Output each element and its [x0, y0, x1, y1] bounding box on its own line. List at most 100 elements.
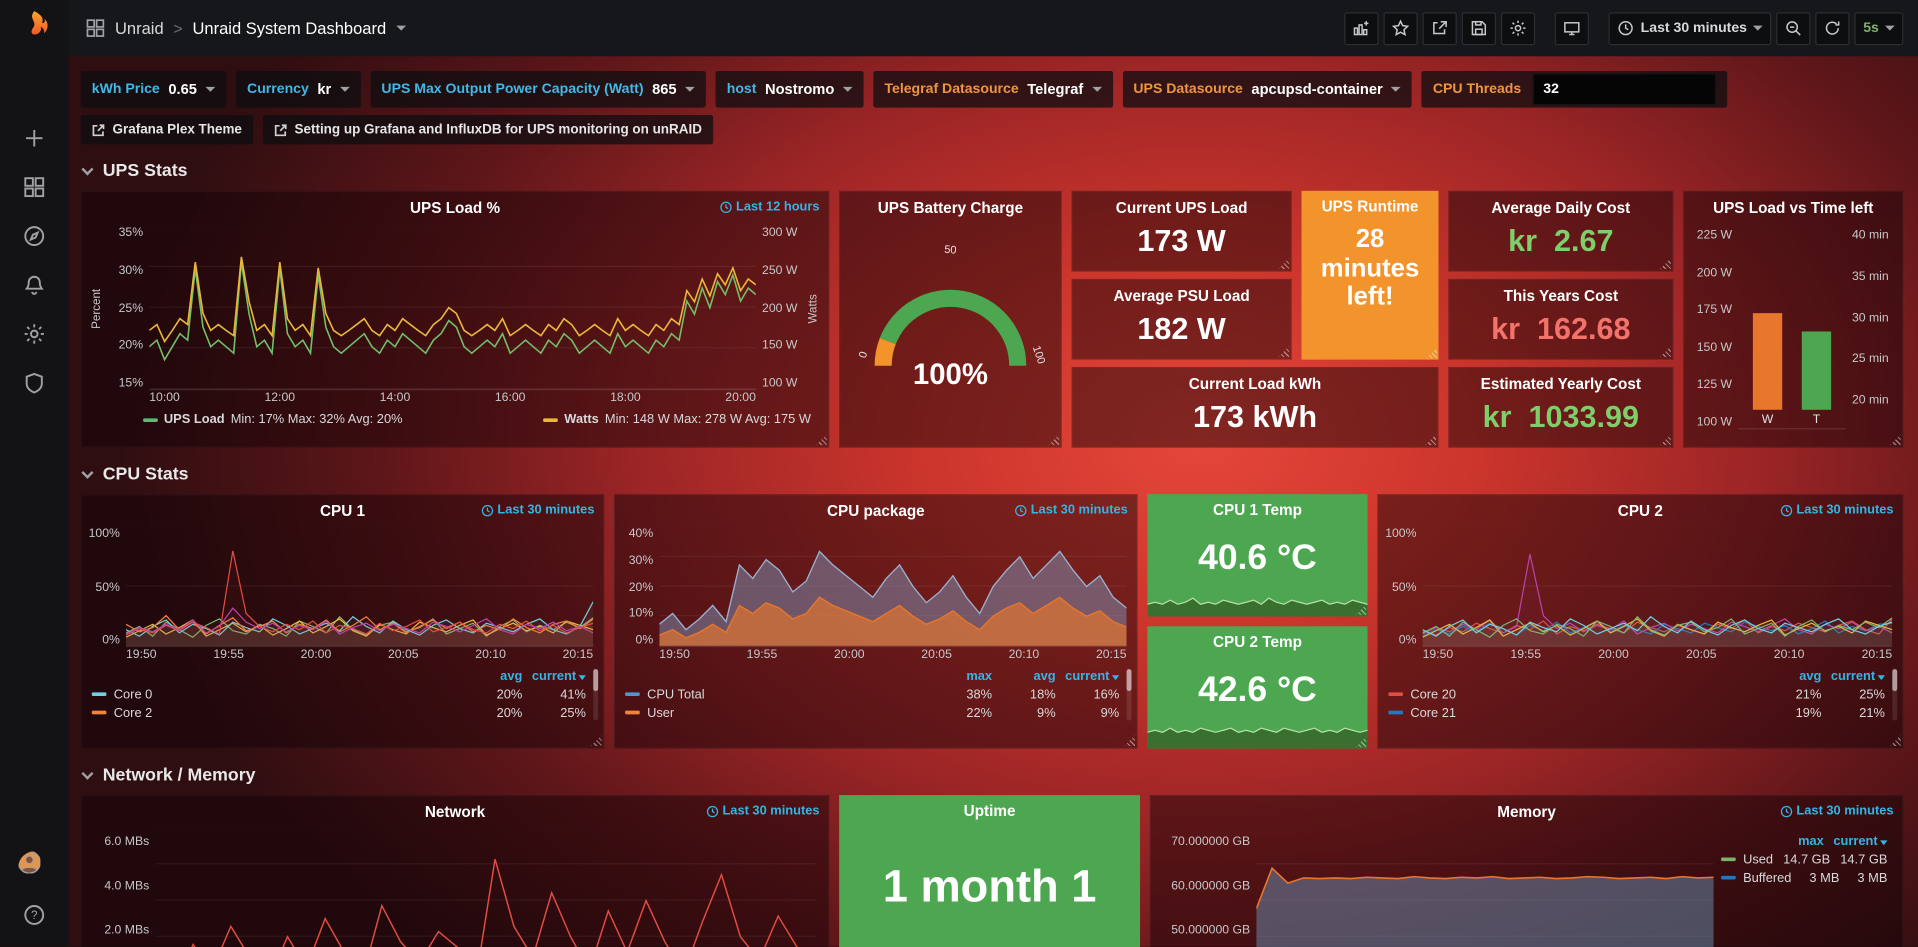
- graph-plot[interactable]: [1256, 828, 1714, 947]
- resize-handle[interactable]: [1355, 736, 1367, 748]
- legend-series[interactable]: UPS Load Min: 17% Max: 32% Avg: 20%: [143, 412, 403, 427]
- share-dashboard-button[interactable]: [1422, 11, 1458, 45]
- time-range-indicator[interactable]: Last 30 minutes: [1779, 804, 1894, 818]
- time-range-indicator[interactable]: Last 30 minutes: [705, 804, 820, 818]
- panel-title[interactable]: Current UPS Load: [1115, 199, 1248, 217]
- graph-plot[interactable]: [1422, 527, 1893, 648]
- legend-column-header[interactable]: current: [1824, 834, 1888, 849]
- legend-scrollbar[interactable]: [1126, 669, 1132, 721]
- resize-handle[interactable]: [1124, 735, 1136, 747]
- time-range-picker[interactable]: Last 30 minutes: [1608, 11, 1772, 45]
- resize-handle[interactable]: [1278, 258, 1290, 270]
- dashboard-settings-button[interactable]: [1501, 11, 1536, 45]
- panel-title[interactable]: CPU 1: [319, 502, 366, 520]
- resize-handle[interactable]: [815, 434, 827, 446]
- legend-column-header[interactable]: max: [1798, 834, 1824, 849]
- variable-kwh-price[interactable]: kWh Price 0.65: [80, 70, 227, 108]
- panel-title[interactable]: Uptime: [963, 802, 1016, 820]
- panel-title[interactable]: UPS Load vs Time left: [1713, 199, 1874, 217]
- resize-handle[interactable]: [1659, 434, 1671, 446]
- time-range-indicator[interactable]: Last 12 hours: [719, 199, 820, 214]
- time-range-indicator[interactable]: Last 30 minutes: [1014, 503, 1128, 517]
- refresh-button[interactable]: [1815, 11, 1850, 45]
- resize-handle[interactable]: [1659, 258, 1671, 270]
- breadcrumb-folder[interactable]: Unraid: [114, 18, 164, 38]
- panel-title[interactable]: Network: [424, 803, 486, 821]
- resize-handle[interactable]: [1426, 347, 1438, 359]
- cpu-threads-input[interactable]: [1532, 73, 1716, 106]
- legend-series[interactable]: Used: [1721, 852, 1773, 867]
- resize-handle[interactable]: [1278, 346, 1290, 358]
- legend-series[interactable]: CPU Total: [625, 687, 928, 702]
- star-dashboard-button[interactable]: [1383, 11, 1419, 45]
- panel-title[interactable]: CPU package: [826, 502, 925, 520]
- panel-title[interactable]: Estimated Yearly Cost: [1480, 375, 1641, 393]
- link-ups-monitoring-guide[interactable]: Setting up Grafana and InfluxDB for UPS …: [262, 114, 713, 145]
- user-avatar[interactable]: [18, 851, 50, 883]
- section-network-memory[interactable]: Network / Memory: [81, 766, 1903, 785]
- panel-title[interactable]: This Years Cost: [1503, 287, 1619, 305]
- panel-title[interactable]: UPS Load %: [410, 199, 501, 217]
- resize-handle[interactable]: [1425, 434, 1437, 446]
- legend-series[interactable]: Core 20: [1388, 687, 1757, 702]
- resize-handle[interactable]: [1355, 604, 1367, 616]
- panel-title[interactable]: CPU 1 Temp: [1212, 501, 1302, 519]
- variable-ups-datasource[interactable]: UPS Datasource apcupsd-container: [1122, 70, 1413, 108]
- bar-value[interactable]: [1752, 313, 1783, 410]
- variable-currency[interactable]: Currency kr: [236, 70, 361, 108]
- sidebar-item-explore[interactable]: [0, 212, 68, 261]
- legend-series[interactable]: Core 21: [1388, 705, 1757, 720]
- panel-title[interactable]: Memory: [1497, 803, 1556, 821]
- refresh-interval-picker[interactable]: 5s: [1854, 11, 1904, 45]
- link-grafana-plex-theme[interactable]: Grafana Plex Theme: [80, 114, 253, 145]
- variable-ups-max-output[interactable]: UPS Max Output Power Capacity (Watt) 865: [370, 70, 706, 108]
- help-button[interactable]: ?: [0, 900, 68, 929]
- legend-column-header[interactable]: avg: [1799, 669, 1822, 684]
- legend-scrollbar[interactable]: [593, 669, 599, 721]
- save-dashboard-button[interactable]: [1462, 11, 1497, 45]
- resize-handle[interactable]: [1659, 346, 1671, 358]
- dashboard-title[interactable]: Unraid System Dashboard: [192, 18, 387, 38]
- sidebar-item-server-admin[interactable]: [0, 358, 68, 407]
- panel-title[interactable]: Current Load kWh: [1188, 375, 1322, 393]
- legend-series[interactable]: Core 2: [91, 705, 459, 720]
- panel-title[interactable]: Average PSU Load: [1113, 287, 1250, 305]
- graph-plot[interactable]: [155, 828, 816, 947]
- add-panel-button[interactable]: [1344, 11, 1379, 45]
- zoom-out-button[interactable]: [1776, 11, 1811, 45]
- resize-handle[interactable]: [1048, 434, 1060, 446]
- panel-title[interactable]: Average Daily Cost: [1491, 199, 1631, 217]
- sidebar-item-create[interactable]: [0, 114, 68, 163]
- section-ups-stats[interactable]: UPS Stats: [81, 161, 1903, 181]
- resize-handle[interactable]: [1889, 735, 1901, 747]
- panel-title[interactable]: UPS Runtime: [1321, 198, 1419, 216]
- panel-title[interactable]: CPU 2: [1617, 502, 1663, 520]
- variable-host[interactable]: host Nostromo: [715, 70, 864, 108]
- panel-title[interactable]: CPU 2 Temp: [1212, 633, 1302, 651]
- legend-column-header[interactable]: current: [1056, 669, 1120, 684]
- legend-series[interactable]: Core 0: [91, 687, 459, 702]
- sidebar-item-dashboards[interactable]: [0, 163, 68, 212]
- legend-column-header[interactable]: avg: [1033, 669, 1056, 684]
- section-cpu-stats[interactable]: CPU Stats: [81, 465, 1903, 484]
- graph-plot[interactable]: [149, 226, 756, 391]
- legend-column-header[interactable]: avg: [500, 669, 523, 684]
- variable-telegraf-datasource[interactable]: Telegraf Datasource Telegraf: [873, 70, 1113, 108]
- bar-value[interactable]: [1801, 331, 1832, 410]
- legend-column-header[interactable]: current: [522, 669, 586, 684]
- cycle-view-mode-button[interactable]: [1555, 11, 1590, 45]
- legend-series[interactable]: Buffered: [1721, 870, 1791, 885]
- sidebar-item-configuration[interactable]: [0, 309, 68, 358]
- legend-column-header[interactable]: current: [1821, 669, 1885, 684]
- legend-column-header[interactable]: max: [966, 669, 993, 684]
- resize-handle[interactable]: [590, 735, 602, 747]
- sidebar-item-alerting[interactable]: [0, 261, 68, 310]
- time-range-indicator[interactable]: Last 30 minutes: [1779, 503, 1894, 517]
- resize-handle[interactable]: [1889, 434, 1901, 446]
- grafana-logo-icon[interactable]: [13, 9, 55, 51]
- legend-scrollbar[interactable]: [1892, 669, 1898, 721]
- time-range-indicator[interactable]: Last 30 minutes: [480, 503, 594, 517]
- legend-series[interactable]: Watts Min: 148 W Max: 278 W Avg: 175 W: [543, 412, 811, 427]
- legend-series[interactable]: User: [625, 705, 928, 720]
